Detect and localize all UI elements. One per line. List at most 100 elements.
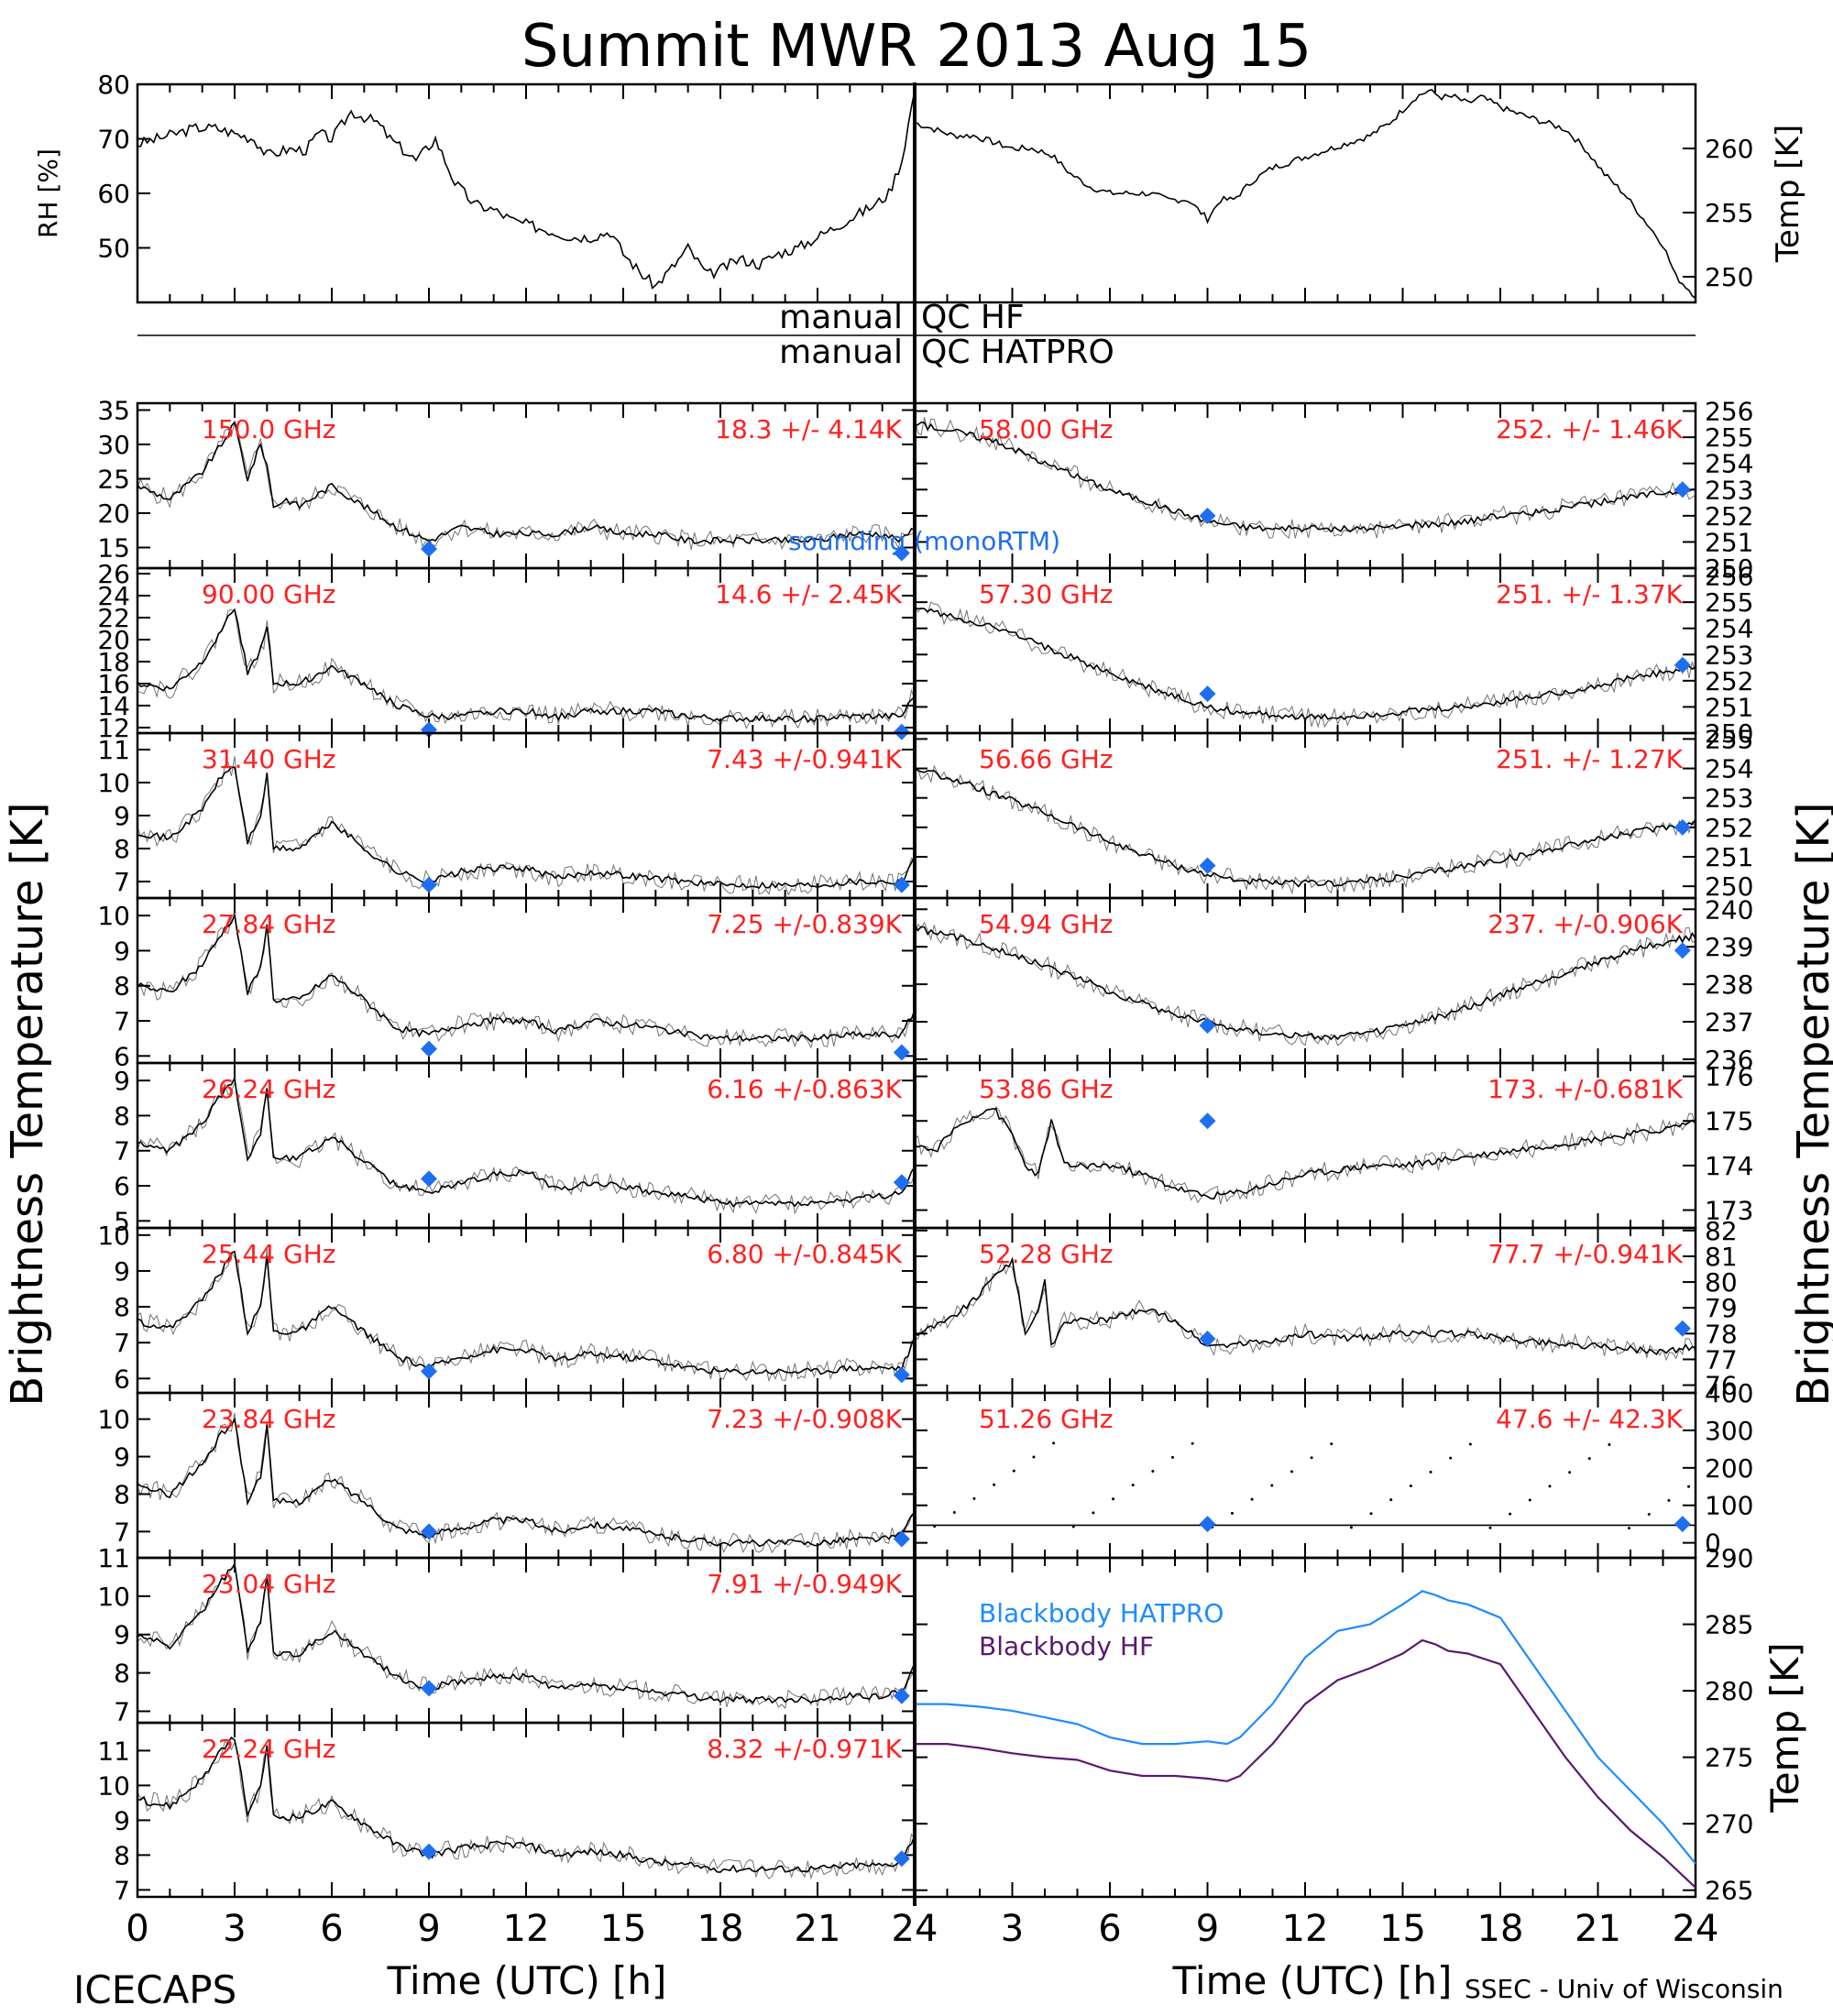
data-point: [1310, 1456, 1313, 1460]
data-line: [137, 766, 915, 889]
y-tick-label: 10: [97, 1221, 130, 1251]
frequency-label: 57.30 GHz: [979, 579, 1114, 609]
data-point: [1568, 1471, 1572, 1474]
y-tick-label: 10: [97, 901, 130, 931]
rh-axis-title: RH [%]: [33, 148, 63, 238]
data-point: [1449, 1456, 1453, 1460]
sounding-marker: [893, 1366, 910, 1384]
temp-line: [914, 89, 1696, 300]
y-tick-label: 280: [1705, 1676, 1753, 1706]
data-line: [137, 1737, 915, 1873]
frequency-label: 27.84 GHz: [202, 909, 336, 939]
y-tick-label: 175: [1705, 1106, 1753, 1136]
y-tick-label: 400: [1705, 1378, 1753, 1408]
data-line: [137, 608, 915, 724]
sounding-marker: [1674, 1516, 1691, 1533]
stats-label: 7.23 +/-0.908K: [707, 1404, 902, 1434]
x-tick-label: 18: [1477, 1908, 1524, 1950]
sounding-marker: [421, 1680, 437, 1697]
y-tick-label: 270: [1705, 1809, 1753, 1839]
data-point: [1429, 1470, 1432, 1474]
y-tick-label: 60: [97, 179, 130, 209]
data-point: [1647, 1513, 1651, 1517]
data-noise: [137, 1563, 915, 1710]
y-tick-label: 254: [1705, 614, 1753, 644]
sounding-marker: [1199, 1017, 1216, 1035]
series-line: [915, 1638, 1696, 1889]
y-tick-label: 254: [1705, 449, 1753, 479]
stats-label: 7.91 +/-0.949K: [707, 1569, 902, 1599]
data-point: [1012, 1469, 1015, 1473]
y-tick-label: 76: [1705, 1371, 1738, 1401]
x-axis-title-left: Time (UTC) [h]: [387, 1958, 667, 2003]
data-point: [1349, 1526, 1353, 1529]
stats-label: 8.32 +/-0.971K: [707, 1734, 902, 1764]
y-tick-label: 200: [1705, 1453, 1753, 1484]
y-tick-label: 79: [1705, 1293, 1738, 1323]
y-tick-label: 255: [1705, 587, 1753, 618]
y-tick-label: 78: [1705, 1319, 1738, 1349]
data-noise: [137, 1412, 915, 1554]
y-tick-label: 240: [1705, 894, 1753, 925]
panel-25-44-ghz: 6 7 8 9 10 25.44 GHz 6.80 +/-0.845K: [97, 1221, 916, 1394]
panel-150-0-ghz: 15 20 25 30 35 150.0 GHz 18.3 +/- 4.14K: [97, 396, 916, 570]
sounding-marker: [1674, 656, 1691, 674]
data-line: [915, 924, 1696, 1041]
y-tick-label: 290: [1705, 1543, 1753, 1573]
y-tick-label: 239: [1705, 932, 1753, 962]
data-point: [972, 1496, 976, 1500]
frequency-label: 23.84 GHz: [202, 1404, 336, 1434]
y-tick-label: 7: [114, 1875, 130, 1905]
panel-23-04-ghz: 7 8 9 10 11 23.04 GHz 7.91 +/-0.949K: [97, 1543, 916, 1726]
y-tick-label: 250: [1705, 871, 1753, 902]
legend-entry: Blackbody HF: [979, 1631, 1154, 1661]
sounding-marker: [421, 1843, 437, 1860]
data-line: [137, 912, 915, 1043]
stats-label: 14.6 +/- 2.45K: [715, 579, 902, 609]
x-tick-label: 24: [892, 1908, 938, 1950]
y-tick-label: 9: [114, 1805, 130, 1835]
data-point: [1409, 1484, 1412, 1487]
data-noise: [137, 420, 915, 551]
y-tick-label: 251: [1705, 842, 1753, 872]
sounding-marker: [893, 544, 910, 562]
y-tick-label: 82: [1705, 1216, 1738, 1246]
frequency-label: 25.44 GHz: [202, 1239, 336, 1269]
data-noise: [137, 756, 915, 896]
frequency-label: 90.00 GHz: [202, 579, 336, 609]
data-point: [1330, 1442, 1334, 1446]
data-noise: [137, 1247, 915, 1383]
y-tick-label: 9: [114, 1442, 130, 1473]
data-line: [137, 1075, 915, 1208]
y-tick-label: 252: [1705, 666, 1753, 696]
data-noise: [915, 1105, 1696, 1205]
y-tick-label: 8: [114, 1840, 130, 1870]
y-tick-label: 18: [97, 647, 130, 677]
y-tick-label: 251: [1705, 692, 1753, 722]
y-tick-label: 8: [114, 834, 130, 864]
stats-label: 7.25 +/-0.839K: [707, 909, 902, 939]
y-tick-label: 6: [114, 1171, 130, 1201]
y-tick-label: 9: [114, 1620, 130, 1650]
panel-23-84-ghz: 7 8 9 10 23.84 GHz 7.23 +/-0.908K: [97, 1391, 916, 1560]
y-tick-label: 251: [1705, 527, 1753, 557]
frequency-label: 51.26 GHz: [979, 1404, 1114, 1434]
panel-met: 50 60 70 80 250 255 260 RH [%] Temp [K]: [33, 70, 1806, 304]
stats-label: 173. +/-0.681K: [1487, 1074, 1683, 1104]
data-line: [915, 422, 1696, 533]
data-point: [1488, 1526, 1492, 1529]
panel-22-24-ghz: 7 8 9 10 11 22.24 GHz 8.32 +/-0.971K: [97, 1721, 916, 1905]
stats-label: 237. +/-0.906K: [1487, 909, 1683, 939]
frequency-label: 56.66 GHz: [979, 744, 1114, 774]
data-point: [1290, 1470, 1293, 1474]
data-point: [1191, 1441, 1194, 1445]
data-line: [915, 1108, 1696, 1200]
data-point: [1389, 1498, 1393, 1502]
sounding-marker: [1199, 685, 1216, 703]
series-line: [915, 1590, 1696, 1865]
y-tick-label: 50: [97, 234, 130, 264]
stats-label: 6.16 +/-0.863K: [707, 1074, 902, 1104]
